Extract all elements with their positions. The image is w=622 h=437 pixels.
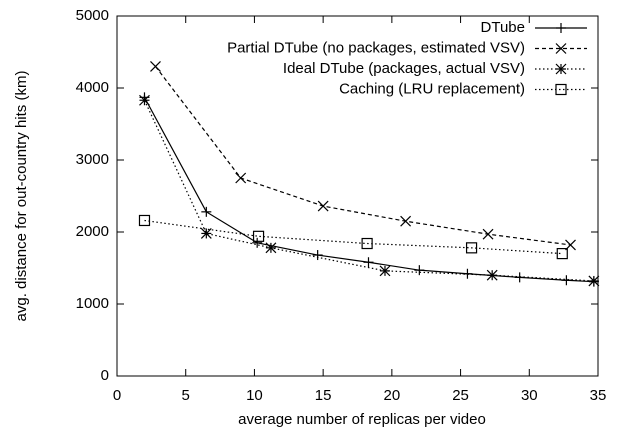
- marker: [201, 206, 212, 217]
- marker-stroke: [150, 60, 161, 72]
- x-tick-label: 0: [113, 387, 121, 404]
- legend-label: Partial DTube (no packages, estimated VS…: [227, 39, 525, 56]
- marker-stroke: [400, 215, 412, 227]
- x-tick-label: 10: [246, 387, 263, 404]
- marker: [139, 94, 150, 106]
- series-line: [143, 99, 594, 282]
- x-tick-label: 20: [384, 387, 401, 404]
- marker: [379, 265, 391, 277]
- marker: [400, 215, 412, 227]
- marker: [465, 242, 478, 254]
- marker: [150, 60, 161, 72]
- marker-stroke: [465, 242, 478, 254]
- marker: [555, 63, 567, 75]
- marker: [363, 257, 374, 268]
- marker-stroke: [555, 83, 567, 96]
- marker-stroke: [555, 63, 567, 75]
- x-tick-label: 30: [521, 387, 538, 404]
- marker-stroke: [555, 43, 567, 54]
- marker: [482, 228, 494, 240]
- marker-stroke: [588, 275, 600, 287]
- marker: [514, 272, 525, 283]
- marker: [312, 250, 323, 261]
- legend-label: DTube: [481, 19, 525, 36]
- marker: [556, 23, 566, 33]
- y-tick-label: 3000: [76, 151, 109, 168]
- marker-stroke: [361, 237, 373, 250]
- y-tick-label: 2000: [76, 223, 109, 240]
- plot-frame: [116, 15, 599, 377]
- marker: [252, 230, 265, 242]
- x-tick-label: 25: [452, 387, 469, 404]
- y-axis-label: avg. distance for out-country hits (km): [13, 71, 30, 322]
- marker: [486, 269, 498, 281]
- y-tick-label: 0: [101, 367, 109, 384]
- marker: [200, 228, 212, 239]
- marker-stroke: [317, 200, 329, 212]
- marker: [561, 275, 572, 286]
- marker: [317, 200, 329, 212]
- marker-stroke: [486, 269, 498, 281]
- marker: [138, 214, 151, 227]
- marker: [361, 237, 373, 250]
- y-tick-label: 5000: [76, 7, 109, 24]
- y-tick-label: 4000: [76, 79, 109, 96]
- marker-stroke: [556, 248, 568, 260]
- marker: [235, 172, 247, 184]
- y-tick-label: 1000: [76, 295, 109, 312]
- x-axis-label: average number of replicas per video: [238, 411, 486, 428]
- marker-stroke: [139, 94, 150, 106]
- marker: [252, 237, 263, 248]
- marker-stroke: [252, 230, 265, 242]
- marker: [414, 265, 425, 276]
- x-tick-label: 15: [315, 387, 332, 404]
- series-line: [155, 66, 571, 246]
- marker: [556, 248, 568, 260]
- marker-stroke: [200, 228, 212, 239]
- marker-stroke: [482, 228, 494, 240]
- series-line: [143, 97, 594, 283]
- marker-stroke: [235, 172, 247, 184]
- x-tick-label: 35: [590, 387, 607, 404]
- legend-label: Caching (LRU replacement): [339, 80, 525, 97]
- marker-stroke: [138, 214, 151, 227]
- marker: [555, 43, 567, 54]
- marker: [265, 242, 277, 254]
- x-tick-label: 5: [182, 387, 190, 404]
- marker: [588, 275, 600, 287]
- marker-stroke: [379, 265, 391, 277]
- marker-stroke: [265, 242, 277, 254]
- legend-label: Ideal DTube (packages, actual VSV): [283, 60, 525, 77]
- marker: [555, 83, 567, 96]
- series-line: [144, 219, 563, 255]
